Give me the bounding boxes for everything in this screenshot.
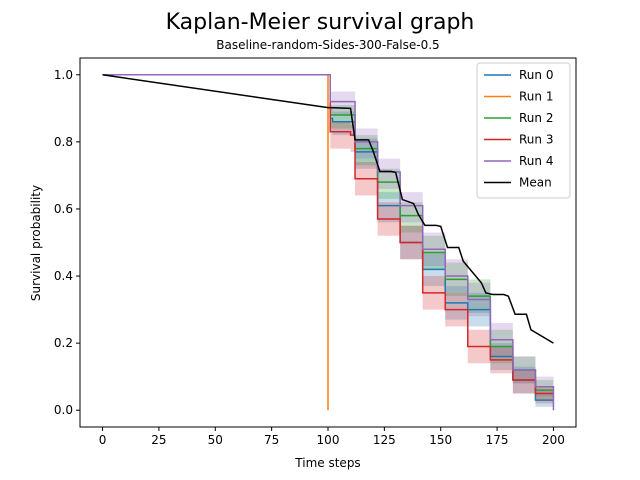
chart-subtitle: Baseline-random-Sides-300-False-0.5 <box>216 38 439 52</box>
x-tick-label: 75 <box>264 433 279 447</box>
legend-label: Run 4 <box>519 154 553 168</box>
legend-label: Mean <box>519 176 552 190</box>
series-line-run-1 <box>102 74 329 411</box>
y-tick-label: 0.2 <box>54 336 73 350</box>
x-tick-label: 25 <box>151 433 166 447</box>
legend-label: Run 2 <box>519 111 553 125</box>
y-tick-label: 0.6 <box>54 202 73 216</box>
x-tick-label: 200 <box>542 433 565 447</box>
series-line-run-3 <box>102 74 554 395</box>
plot-area <box>102 74 555 411</box>
y-tick-label: 1.0 <box>54 68 73 82</box>
ci-band-3 <box>102 74 554 404</box>
y-tick-label: 0.0 <box>54 403 73 417</box>
x-tick-label: 150 <box>429 433 452 447</box>
x-tick-label: 125 <box>373 433 396 447</box>
series-line-mean <box>102 74 554 344</box>
legend-label: Run 0 <box>519 68 553 82</box>
x-tick-label: 100 <box>317 433 340 447</box>
x-tick-label: 0 <box>99 433 107 447</box>
legend: Run 0 Run 1 Run 2 Run 3 Run 4 Mean <box>476 62 571 199</box>
legend-label: Run 3 <box>519 133 553 147</box>
x-tick-label: 50 <box>208 433 223 447</box>
x-axis-label: Time steps <box>294 456 360 470</box>
y-tick-label: 0.8 <box>54 135 73 149</box>
y-tick-label: 0.4 <box>54 269 73 283</box>
series-line-run-4 <box>102 74 555 411</box>
axes: 0 25 50 75 100 125 150 175 200 0.0 0.2 0.4 0.6 0.8 1.0 <box>54 68 565 447</box>
chart-title: Kaplan-Meier survival graph <box>166 10 475 35</box>
y-axis-label: Survival probability <box>29 185 43 301</box>
x-tick-label: 175 <box>486 433 509 447</box>
legend-label: Run 1 <box>519 90 553 104</box>
